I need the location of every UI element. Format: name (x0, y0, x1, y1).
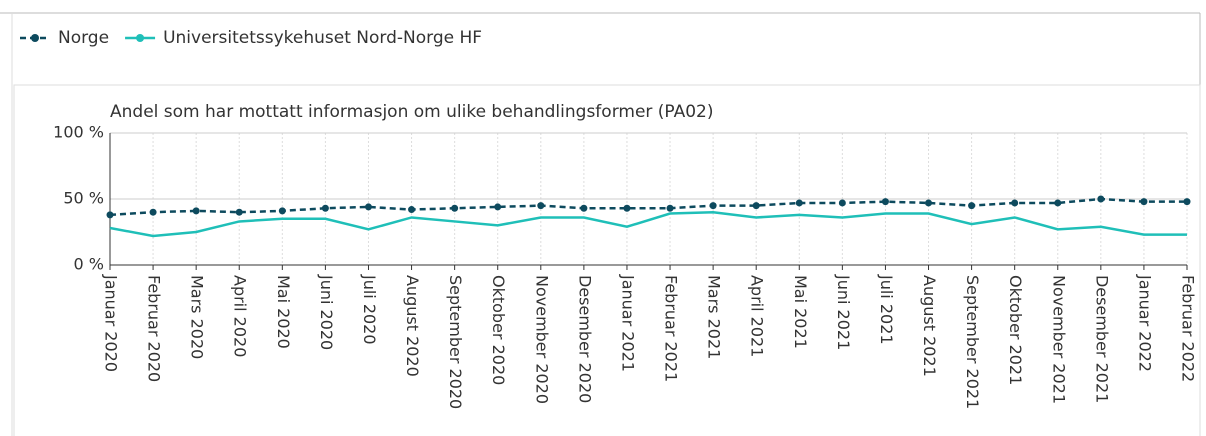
x-tick-label: Mai 2020 (274, 275, 293, 349)
series-point (580, 204, 588, 212)
series-line (109, 197, 1187, 217)
x-tick-label: Januar 2021 (618, 274, 637, 372)
x-tick-label: Juni 2020 (317, 274, 336, 350)
x-tick-label: April 2021 (748, 275, 767, 357)
x-tick-label: Januar 2020 (102, 274, 121, 372)
series-point (795, 199, 803, 207)
legend-label: Norge (58, 28, 109, 48)
x-tick-label: Januar 2022 (1135, 274, 1154, 372)
x-tick-label: Juli 2021 (877, 274, 896, 345)
series-point (838, 199, 846, 207)
x-tick-label: Oktober 2020 (489, 275, 508, 385)
series-point (968, 202, 976, 210)
x-tick-label: Desember 2021 (1092, 275, 1111, 403)
x-tick-label: Mars 2021 (705, 275, 724, 359)
series-point (1054, 199, 1062, 207)
y-tick-label: 0 % (74, 255, 104, 274)
x-tick-label: Desember 2020 (575, 275, 594, 403)
x-tick-label: November 2021 (1049, 275, 1068, 404)
series-point (192, 207, 200, 215)
series-point (1011, 199, 1019, 207)
x-tick-label: Oktober 2021 (1006, 275, 1025, 385)
chart-title: Andel som har mottatt informasjon om uli… (110, 102, 713, 122)
series-point (364, 203, 372, 211)
series-point (537, 202, 545, 210)
series-point (1183, 198, 1191, 206)
series-point (1097, 195, 1105, 203)
y-tick-label: 50 % (63, 189, 104, 208)
series-point (408, 206, 416, 214)
legend-dot (136, 34, 145, 42)
series-point (451, 204, 459, 212)
x-tick-label: September 2020 (446, 275, 465, 409)
series-point (106, 211, 114, 219)
x-tick-label: Februar 2022 (1179, 275, 1198, 382)
legend-dot (31, 34, 39, 42)
x-tick-label: August 2020 (403, 275, 422, 377)
series-point (881, 198, 889, 206)
series-point (752, 202, 760, 210)
legend-label: Universitetssykehuset Nord-Norge HF (163, 28, 482, 48)
series-point (709, 202, 717, 210)
series-point (666, 204, 674, 212)
x-tick-label: April 2020 (231, 275, 250, 357)
series-point (235, 208, 243, 216)
x-tick-label: Juni 2021 (834, 274, 853, 350)
x-tick-label: September 2021 (963, 275, 982, 409)
x-tick-label: Februar 2020 (145, 275, 164, 382)
x-tick-label: Juli 2020 (360, 274, 379, 345)
series-point (321, 204, 329, 212)
x-tick-label: August 2021 (920, 275, 939, 377)
series-point (1140, 198, 1148, 206)
series-point (494, 203, 502, 211)
series-line (109, 210, 1187, 238)
legend: Norge Universitetssykehuset Nord-Norge HF (20, 28, 482, 48)
series-point (623, 204, 631, 212)
panel (13, 84, 1201, 436)
y-tick-label: 100 % (53, 123, 104, 142)
series-point (149, 208, 157, 216)
series-point (278, 207, 286, 215)
x-tick-label: Mai 2021 (791, 275, 810, 349)
x-tick-label: Februar 2021 (662, 275, 681, 382)
series-point (925, 199, 933, 207)
x-tick-label: November 2020 (532, 275, 551, 404)
x-tick-label: Mars 2020 (188, 275, 207, 359)
